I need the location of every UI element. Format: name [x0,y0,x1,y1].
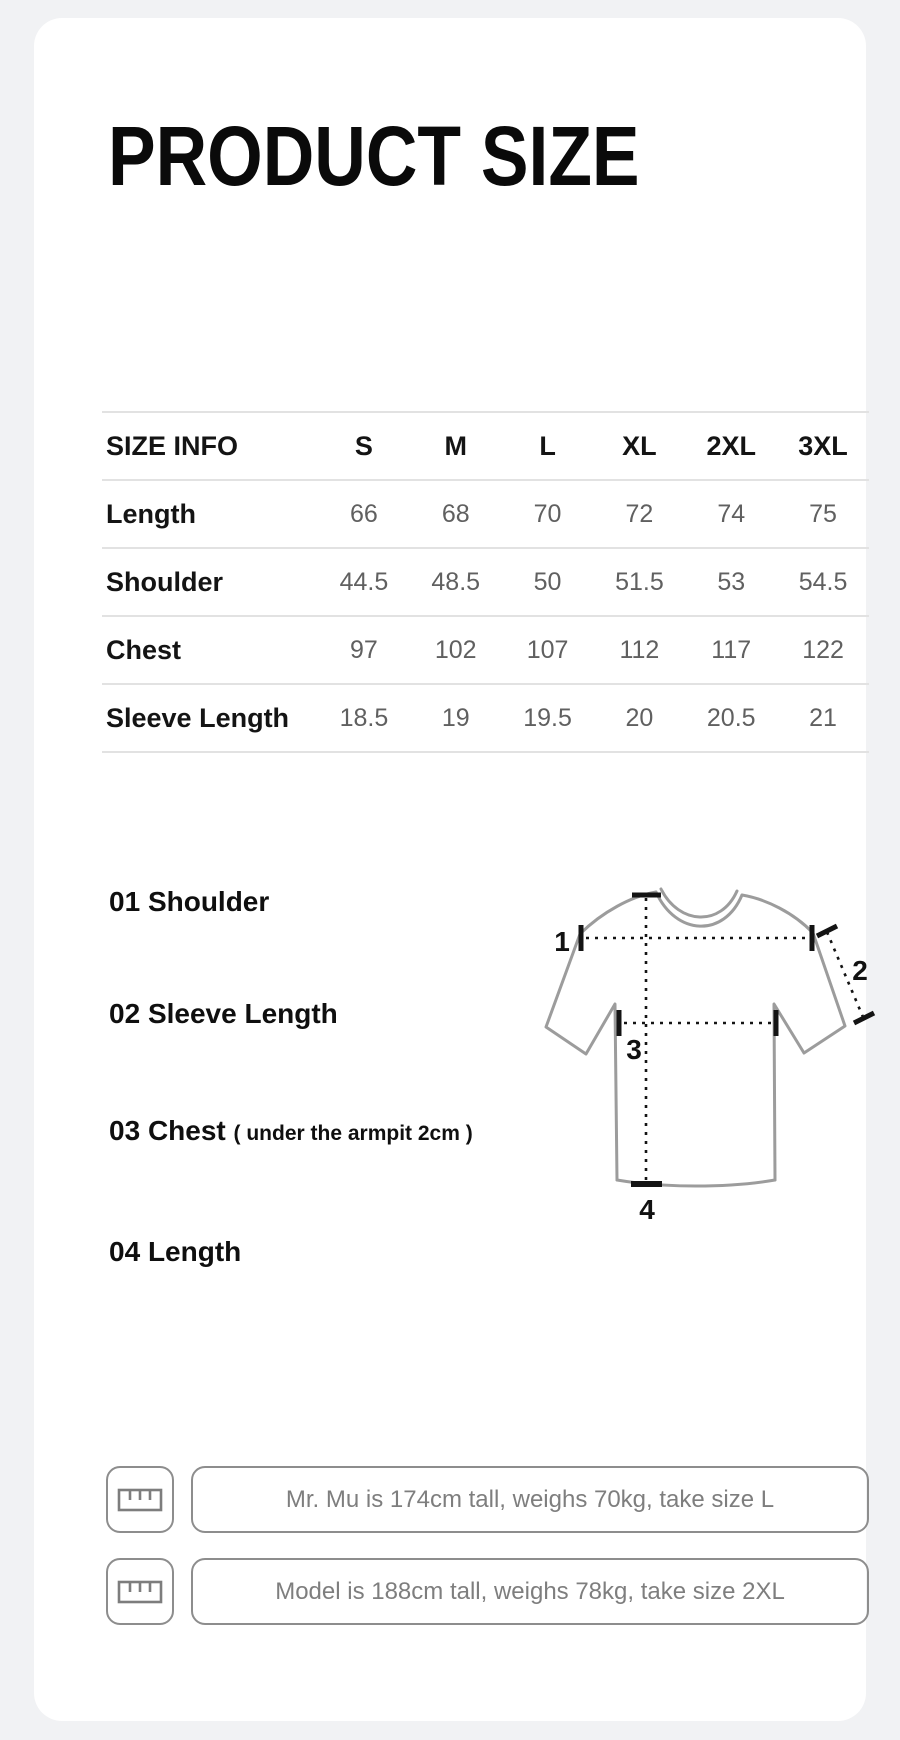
table-cell: 21 [809,703,837,732]
row-label: Sleeve Length [106,702,290,733]
table-row-length: Length 66 68 70 72 74 75 [102,481,869,549]
size-table-header-row: SIZE INFO S M L XL 2XL 3XL [102,413,869,481]
table-cell: 19.5 [523,703,572,732]
row-label: Length [106,498,196,529]
guide-item-length: 04 Length [109,1236,241,1268]
size-column-header: 2XL [706,430,756,461]
table-row-sleeve-length: Sleeve Length 18.5 19 19.5 20 20.5 21 [102,685,869,753]
marker-length: 4 [639,1194,655,1225]
table-cell: 74 [717,499,746,528]
table-cell: 50 [533,567,562,596]
page-title: PRODUCT SIZE [108,109,640,203]
table-cell: 72 [625,499,654,528]
tshirt-outline [544,887,847,1188]
table-cell: 51.5 [615,567,664,596]
table-cell: 53 [717,567,746,596]
table-cell: 75 [809,499,837,528]
size-column-header: XL [622,430,657,461]
size-column-header: 3XL [798,430,848,461]
table-cell: 97 [350,635,378,664]
table-row-chest: Chest 97 102 107 112 117 122 [102,617,869,685]
size-column-header: M [444,430,467,461]
guide-item-sleeve-length: 02 Sleeve Length [109,998,338,1030]
row-label: Shoulder [106,566,224,597]
size-column-header: S [354,430,373,461]
guide-label: Length [147,1236,242,1267]
guide-number: 01 [109,886,141,917]
ruler-icon [106,1466,174,1533]
table-cell: 18.5 [339,703,389,732]
ruler-icon [106,1558,174,1625]
guide-number: 03 [109,1115,141,1146]
table-cell: 102 [434,635,477,664]
guide-number: 02 [109,998,141,1029]
marker-chest: 3 [626,1034,642,1065]
content-card: PRODUCT SIZE SIZE INFO S M L XL 2XL 3XL … [34,18,876,1721]
measure-lines [578,892,876,1187]
size-column-header: L [539,430,556,461]
guide-label: Sleeve Length [147,998,338,1029]
guide-label: Chest [147,1115,226,1146]
guide-label: Shoulder [147,886,270,917]
table-cell: 122 [802,635,844,664]
table-cell: 117 [711,635,752,664]
size-table-header-label: SIZE INFO [106,430,239,461]
fit-note-text: Model is 188cm tall, weighs 78kg, take s… [191,1558,869,1625]
table-row-shoulder: Shoulder 44.5 48.5 50 51.5 53 54.5 [102,549,869,617]
tshirt-measure-diagram: 1 2 3 4 [544,887,876,1225]
guide-item-chest: 03 Chest ( under the armpit 2cm ) [109,1115,473,1150]
table-cell: 112 [619,635,660,664]
table-cell: 20 [625,703,654,732]
size-table: SIZE INFO S M L XL 2XL 3XL Length 66 68 … [102,411,869,753]
guide-number: 04 [109,1236,141,1267]
row-label: Chest [106,634,182,665]
table-cell: 20.5 [706,703,756,732]
guide-item-shoulder: 01 Shoulder [109,886,269,918]
marker-sleeve: 2 [852,955,868,986]
table-cell: 70 [533,499,562,528]
fit-note-row: Mr. Mu is 174cm tall, weighs 70kg, take … [106,1466,869,1533]
marker-shoulder: 1 [554,926,570,957]
table-cell: 48.5 [431,567,481,596]
table-cell: 68 [441,499,470,528]
table-cell: 66 [350,499,378,528]
guide-note: ( under the armpit 2cm ) [233,1122,473,1145]
table-cell: 19 [441,703,470,732]
table-cell: 107 [526,635,569,664]
table-cell: 54.5 [798,567,848,596]
fit-note-row: Model is 188cm tall, weighs 78kg, take s… [106,1558,869,1625]
fit-note-text: Mr. Mu is 174cm tall, weighs 70kg, take … [191,1466,869,1533]
table-cell: 44.5 [339,567,389,596]
